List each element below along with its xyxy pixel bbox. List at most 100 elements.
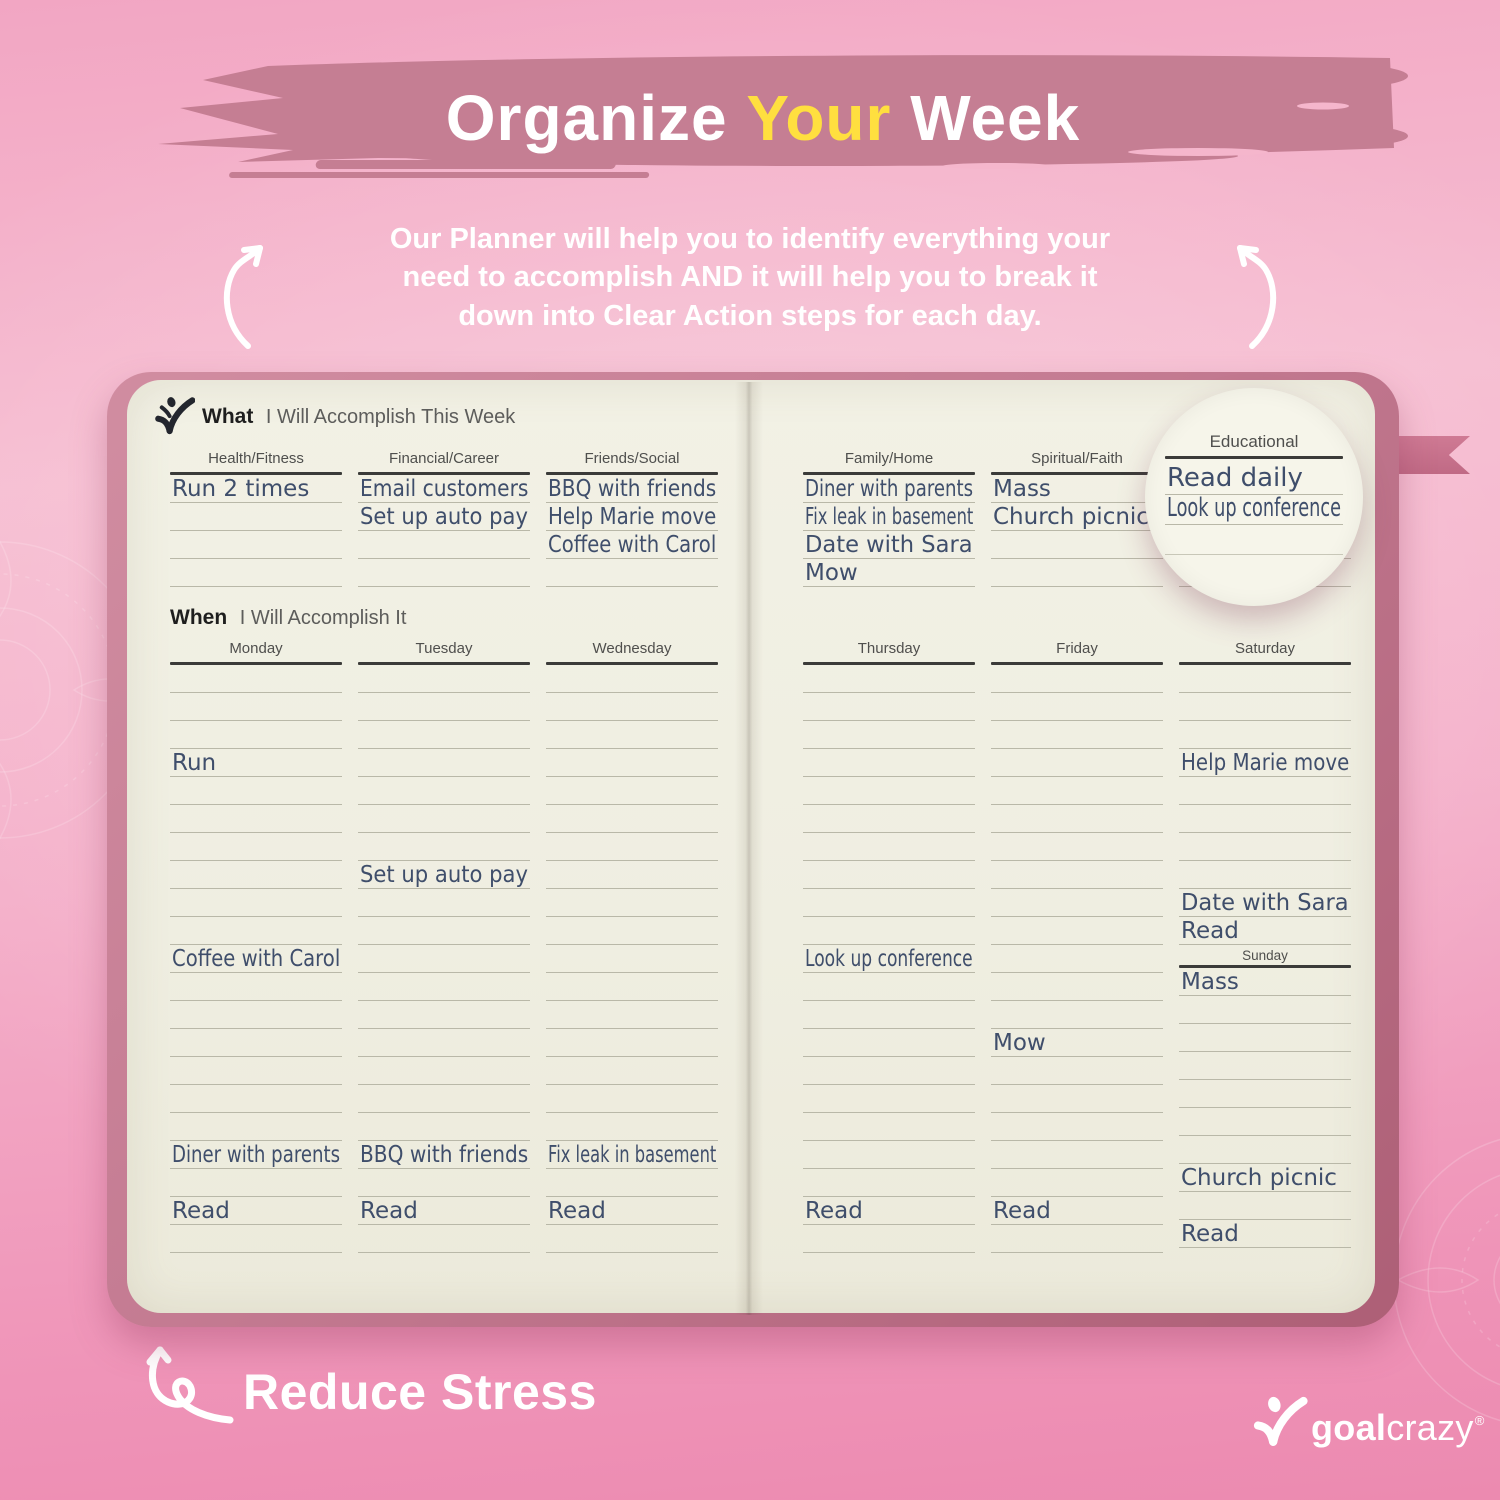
column-label: Friends/Social [584, 450, 680, 467]
rule-line [546, 665, 718, 693]
rule-line [1179, 1052, 1351, 1080]
rule-line [170, 721, 342, 749]
rule-line [546, 833, 718, 861]
rule-line [1179, 968, 1351, 996]
column-header-line [803, 472, 975, 475]
rule-line [803, 749, 975, 777]
rule-line [170, 749, 342, 777]
rule-line [803, 559, 975, 587]
day-column-tuesday: Tuesday Set up auto pay BBQ with friends Re… [358, 638, 530, 1253]
rule-line [546, 1113, 718, 1141]
rule-line [803, 889, 975, 917]
column-lines: Set up auto pay BBQ with friends Read [358, 665, 530, 1253]
rule-line [546, 1197, 718, 1225]
rule-line [170, 1029, 342, 1057]
rule-line [1179, 861, 1351, 889]
rule-line [991, 861, 1163, 889]
book-spine [735, 382, 763, 1315]
rule-line [1179, 721, 1351, 749]
handwritten-entry: Look up conference [805, 945, 973, 972]
rule-line [358, 1085, 530, 1113]
rule-line [546, 945, 718, 973]
handwritten-entry: Read [172, 1197, 230, 1224]
rule-line [170, 1113, 342, 1141]
rule-line [991, 917, 1163, 945]
magnified-line: Read daily [1165, 459, 1343, 495]
rule-line [991, 531, 1163, 559]
column-lines: Mass Church picnic Read [1179, 968, 1351, 1248]
rule-line [170, 475, 342, 503]
when-title-bold: When [170, 606, 228, 629]
what-section-header: What I Will Accomplish This Week [153, 396, 515, 438]
rule-line [803, 475, 975, 503]
rule-line [803, 693, 975, 721]
rule-line [991, 693, 1163, 721]
when-title-rest: I Will Accomplish It [234, 606, 407, 629]
rule-line [1179, 805, 1351, 833]
rule-line [170, 861, 342, 889]
rule-line [358, 749, 530, 777]
day-column-wednesday: Wednesday Fix leak in basement Read [546, 638, 718, 1253]
column-header-line [1179, 662, 1351, 665]
when-section-header: When I Will Accomplish It [170, 606, 406, 630]
handwritten-entry: Help Marie move [548, 503, 717, 530]
column-header-line [170, 472, 342, 475]
handwritten-entry: Read [1181, 1220, 1239, 1247]
handwritten-entry: Date with Sara [1181, 889, 1349, 916]
rule-line [546, 721, 718, 749]
magnified-entry: Look up conference [1167, 492, 1341, 523]
day-column-friday: Friday Mow Read [991, 638, 1163, 1253]
handwritten-entry: Church picnic [993, 503, 1149, 530]
rule-line [803, 1001, 975, 1029]
rule-line [546, 475, 718, 503]
handwritten-entry: Coffee with Carol [172, 945, 341, 972]
column-label: Thursday [857, 640, 921, 657]
rule-line [803, 917, 975, 945]
rule-line [1179, 777, 1351, 805]
column-lines: Run 2 times [170, 475, 342, 587]
rule-line [170, 531, 342, 559]
rule-line [358, 1113, 530, 1141]
curved-arrow-left-icon [223, 245, 263, 349]
rule-line [1179, 917, 1351, 945]
rule-line [991, 777, 1163, 805]
rule-line [803, 805, 975, 833]
rule-line [358, 833, 530, 861]
rule-line [991, 1197, 1163, 1225]
rule-line [170, 1057, 342, 1085]
category-column-financial-career: Financial/Career Email customers Set up au… [358, 448, 530, 587]
handwritten-entry: Read [805, 1197, 863, 1224]
rule-line [546, 1029, 718, 1057]
tagline-text: Reduce Stress [243, 1364, 597, 1420]
rule-line [803, 1141, 975, 1169]
rule-line [170, 1141, 342, 1169]
rule-line [803, 665, 975, 693]
rule-line [1179, 1220, 1351, 1248]
handwritten-entry: Email customers [360, 475, 529, 502]
rule-line [991, 805, 1163, 833]
rule-line [991, 559, 1163, 587]
column-label: Monday [229, 640, 283, 657]
rule-line [170, 1169, 342, 1197]
magnifier-circle: Educational Read daily Look up conference [1145, 388, 1363, 606]
rule-line [1179, 1136, 1351, 1164]
rule-line [170, 1085, 342, 1113]
column-header-line [803, 662, 975, 665]
rule-line [358, 1057, 530, 1085]
column-label: Health/Fitness [208, 450, 304, 467]
column-label: Family/Home [844, 450, 934, 467]
rule-line [170, 1197, 342, 1225]
column-header-line [358, 472, 530, 475]
rule-line [546, 559, 718, 587]
subtitle-line: Our Planner will help you to identify ev… [389, 223, 1111, 255]
rule-line [358, 1029, 530, 1057]
rule-line [803, 777, 975, 805]
day-column-saturday: Saturday Help Marie move Date with Sara Rea… [1179, 638, 1351, 1253]
left-when-columns: Monday Run Coffee with Carol Diner with par… [170, 638, 718, 1253]
rule-line [991, 973, 1163, 1001]
rule-line [1179, 1164, 1351, 1192]
rule-line [170, 917, 342, 945]
column-lines: Look up conference Read [803, 665, 975, 1253]
handwritten-entry: Read [1181, 917, 1239, 944]
rule-line [991, 665, 1163, 693]
